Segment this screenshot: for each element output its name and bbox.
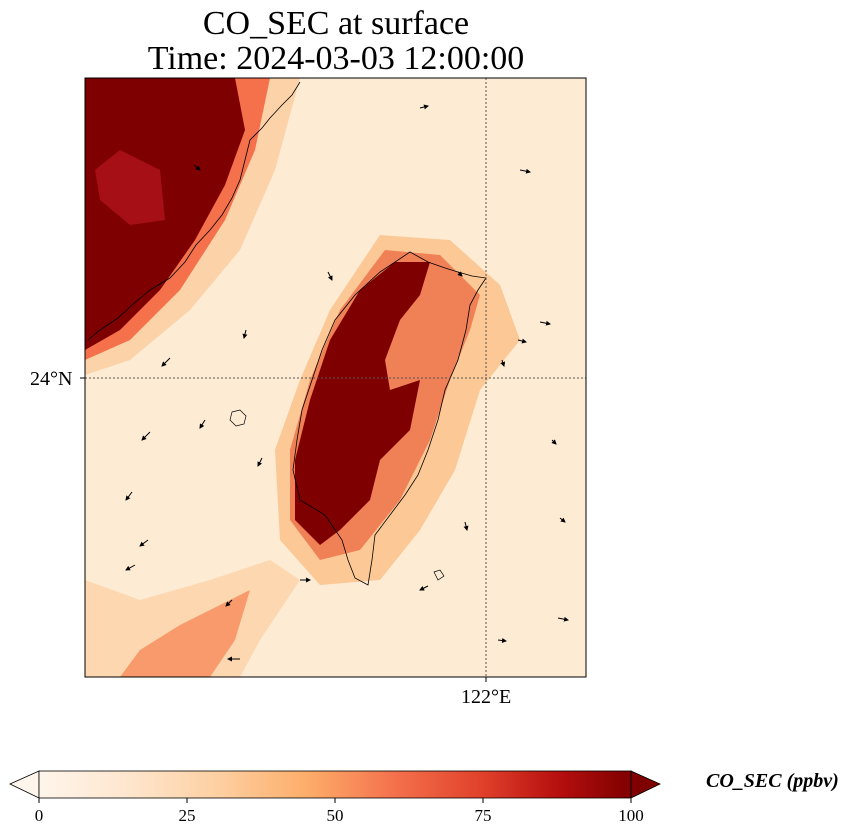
colorbar-tick-label: 50 — [326, 806, 344, 825]
colorbar-tick-label: 0 — [34, 806, 44, 825]
plume-core-red-patch — [95, 150, 165, 225]
map-plot — [80, 77, 587, 682]
island-coastline-penghu — [229, 409, 247, 427]
mainland-coastline — [87, 81, 301, 341]
colorbar-high-extension — [630, 770, 661, 799]
colorbar-tick-label: 75 — [474, 806, 492, 825]
colorbar-label: CO_SEC (ppbv) — [706, 770, 839, 792]
map-title-line1: CO_SEC at surface — [202, 5, 470, 42]
longitude-tick-label: 122°E — [461, 686, 512, 708]
colorbar-low-extension — [9, 770, 40, 799]
colorbar-tick-marks — [38, 798, 632, 803]
colorbar-tick-label: 100 — [618, 806, 644, 825]
plume-halo-southwest — [85, 560, 300, 677]
plume-mid-southwest — [120, 590, 250, 677]
wind-vectors — [125, 104, 569, 662]
island-coastline-small — [433, 569, 445, 581]
colorbar-gradient — [38, 770, 632, 799]
plume-core-northwest — [85, 78, 245, 350]
latitude-tick-label: 24°N — [30, 368, 73, 390]
taiwan-coastline — [292, 251, 487, 586]
map-title-line2: Time: 2024-03-03 12:00:00 — [147, 40, 525, 77]
colorbar — [9, 770, 661, 803]
plume-core-island — [295, 262, 430, 545]
colorbar-tick-label: 25 — [178, 806, 196, 825]
